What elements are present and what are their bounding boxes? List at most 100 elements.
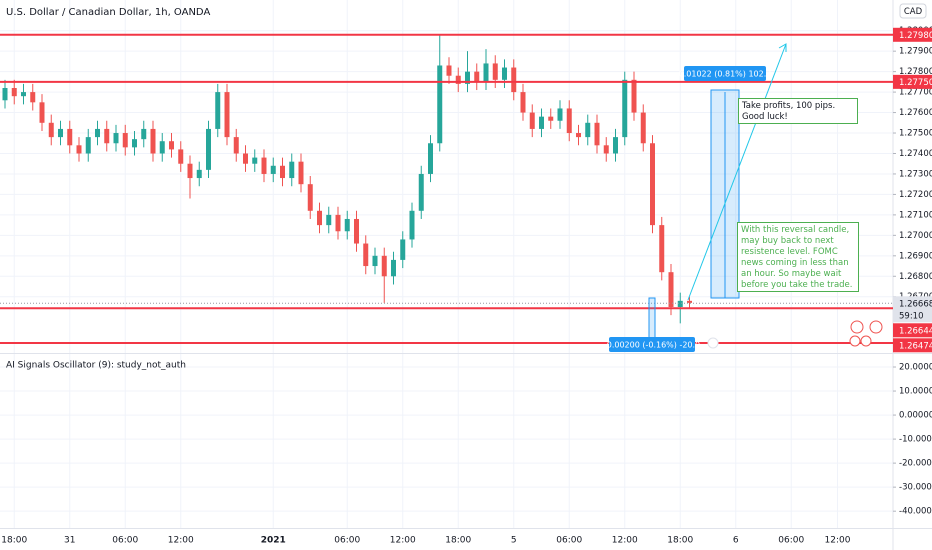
current-price-label: 1.26668 [899,299,932,309]
level-label: 1.26474 [899,341,932,351]
countdown-label: 59:10 [899,311,924,321]
candle-body [261,157,267,174]
currency-button[interactable] [899,3,927,19]
y-tick-label: 1.27000 [899,231,932,241]
candle-body [677,300,683,307]
y-tick-label: 1.27600 [899,108,932,118]
candle-body [159,141,165,154]
candle-body [76,145,82,154]
measure-label: 0.01022 (0.81%) 102.2 [679,70,772,79]
y-tick-label: -20.00000 [899,459,932,469]
candle-body [307,184,313,211]
candle-body [206,128,211,170]
candle-body [270,165,276,174]
x-tick-label: 18:00 [1,536,27,546]
candle-body [548,116,554,121]
candle-body [363,243,369,267]
event-icon [869,320,883,334]
level-label-box [893,338,932,353]
level-label-box [893,74,932,89]
candle-body [483,63,489,82]
candle-body [317,210,322,226]
candle-body [243,153,248,164]
candle-body [39,102,45,123]
axis-layer: 1.280001.279001.278001.277001.276001.275… [1,26,932,546]
candle-body [381,255,387,277]
candle-body [668,272,674,307]
candle-body [465,71,470,84]
level-label-box [893,323,932,338]
measure-area [648,297,656,344]
candle-body [409,210,415,240]
candle-body [187,163,193,179]
candle-body [104,128,110,144]
y-tick-label: 1.27900 [899,47,932,57]
x-tick-label: 06:00 [556,536,582,546]
candle-body [400,239,406,260]
y-tick-label: 1.26800 [899,272,932,282]
candle-body [354,218,359,244]
y-tick-label: -30.00000 [899,483,932,493]
candle-body [289,161,295,179]
candle-body [2,88,8,101]
current-price-label-box [893,296,932,323]
y-tick-label: 1.27800 [899,67,932,77]
candle-body [30,92,36,103]
y-tick-label: 1.27400 [899,149,932,159]
note-box: Take profits, 100 pips. Good luck! [738,98,858,124]
candle-body [335,214,341,232]
measure-label: -0.00200 (-0.16%) -20.0 [604,341,700,350]
x-tick-label: 12:00 [390,536,416,546]
trend-arrow [687,43,787,301]
candle-body [576,133,581,138]
candle-body [344,218,350,232]
x-tick-label: 12:00 [825,536,851,546]
candle-body [224,92,230,138]
candle-body [502,67,507,80]
x-tick-label: 5 [511,536,517,546]
candle-body [113,133,119,144]
y-tick-label: 10.00000 [899,387,932,397]
candle-body [169,141,174,150]
candle-body [455,75,461,84]
candle-body [252,157,258,164]
candle-body [631,79,637,113]
candle-body [585,122,591,138]
marks-layer [0,33,893,344]
measure-label-box [609,337,695,352]
x-tick-label: 6 [733,536,739,546]
x-tick-label: 06:00 [112,536,138,546]
event-icon [849,335,861,347]
event-icon [707,337,719,349]
candle-body [622,79,628,138]
note-box: With this reversal candle, may buy back … [737,222,859,292]
indicator-title: AI Signals Oscillator (9): study_not_aut… [6,361,186,371]
symbol-title: U.S. Dollar / Canadian Dollar, 1h, OANDA [6,7,210,18]
candle-body [280,165,285,179]
candle-body [391,259,396,277]
candle-body [613,137,618,154]
candle-body [640,112,646,144]
candle-body [95,128,100,138]
measure-label-box [684,66,766,81]
candle-body [492,63,498,80]
y-tick-label: 1.27300 [899,169,932,179]
candle-body [67,128,73,146]
candle-body [215,92,221,129]
candle-body [48,122,54,138]
currency-label[interactable]: CAD [904,7,923,17]
x-tick-label: 31 [64,536,75,546]
x-tick-label: 12:00 [168,536,194,546]
level-label-box [893,27,932,42]
candle-body [659,225,665,273]
candle-body [233,137,239,154]
x-tick-label: 06:00 [778,536,804,546]
candle-body [539,116,544,129]
candle-body [141,128,147,140]
candle-body [150,128,156,154]
y-tick-label: 1.26900 [899,251,932,261]
level-label: 1.26644 [899,326,932,336]
y-tick-label: 0.00000 [899,411,932,421]
